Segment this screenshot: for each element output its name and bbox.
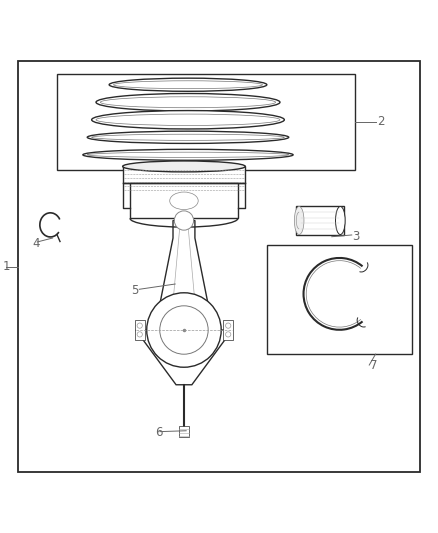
Ellipse shape xyxy=(109,78,267,91)
Circle shape xyxy=(226,323,231,328)
Text: 3: 3 xyxy=(353,230,360,243)
Ellipse shape xyxy=(100,97,276,108)
Ellipse shape xyxy=(87,152,289,157)
Ellipse shape xyxy=(170,192,198,209)
Circle shape xyxy=(147,293,221,367)
Text: 7: 7 xyxy=(370,359,378,372)
Circle shape xyxy=(137,323,142,328)
Ellipse shape xyxy=(83,149,293,160)
Bar xyxy=(130,183,238,219)
Ellipse shape xyxy=(123,161,245,172)
Ellipse shape xyxy=(336,206,345,235)
Text: 6: 6 xyxy=(155,426,163,439)
Bar xyxy=(135,320,145,340)
Ellipse shape xyxy=(96,114,280,125)
Ellipse shape xyxy=(96,93,280,111)
Polygon shape xyxy=(136,330,232,385)
Bar xyxy=(123,166,245,183)
Circle shape xyxy=(226,332,231,337)
Ellipse shape xyxy=(92,134,284,140)
Bar xyxy=(223,320,233,340)
Bar xyxy=(57,74,355,170)
Ellipse shape xyxy=(113,81,262,88)
Circle shape xyxy=(174,211,194,230)
Polygon shape xyxy=(238,183,245,208)
Text: 1: 1 xyxy=(2,260,10,273)
Circle shape xyxy=(160,306,208,354)
Bar xyxy=(179,426,189,437)
Polygon shape xyxy=(123,183,130,208)
Ellipse shape xyxy=(294,206,304,235)
Text: 4: 4 xyxy=(32,237,39,250)
Circle shape xyxy=(137,332,142,337)
Polygon shape xyxy=(160,221,208,304)
Ellipse shape xyxy=(87,131,289,143)
Bar xyxy=(267,245,412,354)
Text: 2: 2 xyxy=(377,116,384,128)
Ellipse shape xyxy=(92,110,284,129)
Text: 5: 5 xyxy=(131,284,139,297)
Bar xyxy=(296,206,344,235)
